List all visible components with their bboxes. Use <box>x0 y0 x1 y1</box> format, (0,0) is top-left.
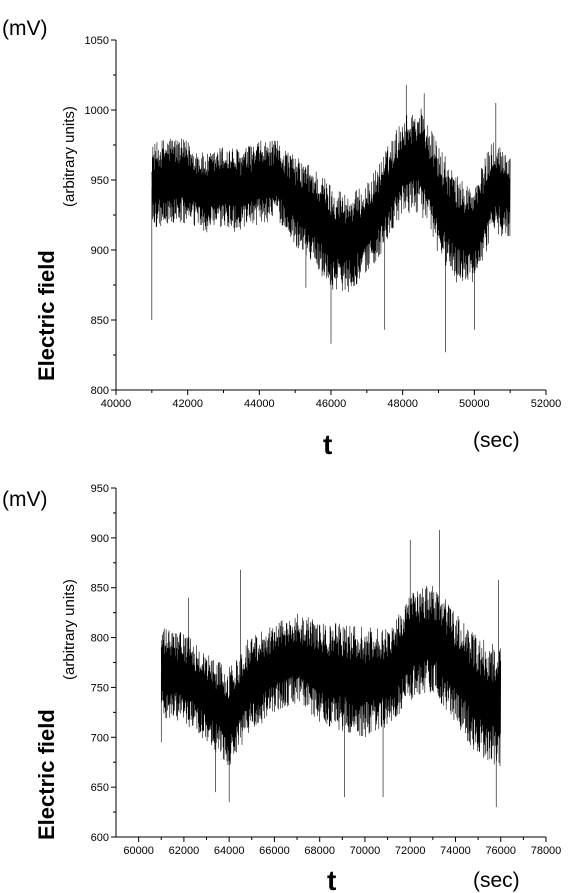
top-y-axis-label: Electric field <box>34 250 59 381</box>
top-x-tick-label: 42000 <box>172 398 203 410</box>
bottom-chart: (mV) Electric field (arbitrary units) t … <box>2 483 561 893</box>
bottom-x-tick-label: 76000 <box>485 845 516 857</box>
bottom-x-tick-label: 64000 <box>214 845 245 857</box>
top-y-tick-label: 950 <box>91 175 109 187</box>
bottom-y-tick-label: 950 <box>91 483 109 495</box>
top-x-tick-label: 44000 <box>244 398 275 410</box>
top-y-axis-note: (arbitrary units) <box>61 106 78 207</box>
bottom-y-tick-label: 900 <box>91 533 109 545</box>
bottom-y-axis-note: (arbitrary units) <box>61 579 78 680</box>
bottom-x-tick-label: 72000 <box>395 845 426 857</box>
top-y-tick-label: 1000 <box>85 105 109 117</box>
bottom-x-unit-label: (sec) <box>473 869 520 892</box>
bottom-y-axis-label: Electric field <box>34 709 59 840</box>
top-x-tick-label: 46000 <box>316 398 347 410</box>
bottom-x-tick-label: 78000 <box>531 845 562 857</box>
top-signal-series-line <box>151 84 511 353</box>
bottom-x-tick-label: 60000 <box>123 845 154 857</box>
top-x-tick-label: 52000 <box>531 398 562 410</box>
bottom-y-tick-label: 750 <box>91 682 109 694</box>
top-y-tick-label: 900 <box>91 245 109 257</box>
bottom-x-axis-label: t <box>327 865 336 893</box>
top-chart: (mV) Electric field (arbitrary units) t … <box>2 17 561 460</box>
bottom-y-tick-label: 700 <box>91 732 109 744</box>
bottom-signal-series-line <box>160 529 502 808</box>
bottom-x-tick-label: 74000 <box>440 845 471 857</box>
top-x-unit-label: (sec) <box>473 429 520 452</box>
bottom-y-tick-label: 800 <box>91 633 109 645</box>
bottom-y-unit-label: (mV) <box>2 488 48 511</box>
top-y-unit-label: (mV) <box>2 17 48 40</box>
bottom-x-tick-label: 68000 <box>304 845 335 857</box>
top-y-tick-label: 800 <box>91 385 109 397</box>
top-x-tick-label: 40000 <box>101 398 132 410</box>
bottom-y-tick-label: 600 <box>91 832 109 844</box>
top-x-tick-label: 50000 <box>459 398 490 410</box>
top-y-tick-label: 850 <box>91 315 109 327</box>
bottom-y-tick-label: 650 <box>91 782 109 794</box>
top-y-tick-label: 1050 <box>85 35 109 47</box>
bottom-x-tick-label: 66000 <box>259 845 290 857</box>
top-x-axis-label: t <box>323 429 332 460</box>
top-x-tick-label: 48000 <box>387 398 418 410</box>
bottom-x-tick-label: 70000 <box>350 845 381 857</box>
bottom-x-tick-label: 62000 <box>169 845 200 857</box>
bottom-y-tick-label: 850 <box>91 583 109 595</box>
